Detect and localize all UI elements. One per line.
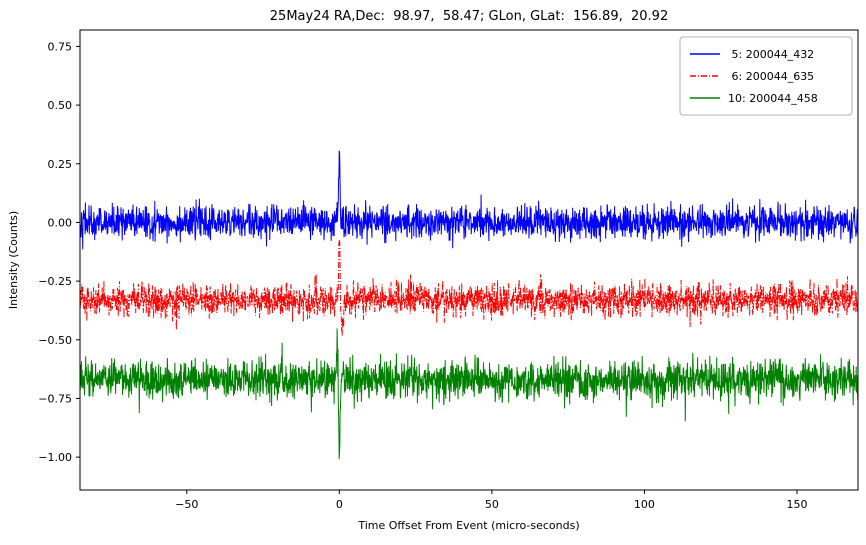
x-tick-label: 50 (485, 498, 499, 511)
x-tick-label: −50 (175, 498, 198, 511)
y-tick-label: 0.25 (48, 158, 73, 171)
y-tick-label: 0.75 (48, 40, 73, 53)
y-axis-label: Intensity (Counts) (7, 211, 20, 309)
legend-box (679, 36, 853, 116)
y-tick-label: −0.75 (38, 392, 72, 405)
y-tick-label: −0.50 (38, 334, 72, 347)
legend: 5: 200044_432 6: 200044_635 10: 200044_45… (679, 36, 853, 116)
legend-entry-label: 5: 200044_432 (728, 48, 814, 61)
x-axis-label: Time Offset From Event (micro-seconds) (357, 519, 579, 532)
series-path-1 (79, 239, 859, 337)
x-tick-label: 0 (336, 498, 343, 511)
x-tick-label: 100 (634, 498, 655, 511)
x-tick-label: 150 (786, 498, 807, 511)
y-tick-label: −1.00 (38, 451, 72, 464)
series-path-0 (79, 150, 859, 250)
series-path-2 (79, 328, 859, 460)
x-axis-ticks: −50 0 50 100 150 (175, 490, 807, 511)
legend-entry-label: 10: 200044_458 (728, 92, 818, 105)
y-tick-label: 0.50 (48, 99, 73, 112)
plot-border (79, 29, 859, 491)
y-tick-label: 0.00 (48, 216, 73, 229)
series-lines (79, 150, 859, 460)
y-tick-label: −0.25 (38, 275, 72, 288)
chart-title: 25May24 RA,Dec: 98.97, 58.47; GLon, GLat… (270, 9, 668, 24)
y-axis-ticks: 0.75 0.50 0.25 0.00 −0.25 −0.50 −0.75 −1.00 (38, 40, 80, 464)
legend-entry-label: 6: 200044_635 (728, 70, 814, 83)
